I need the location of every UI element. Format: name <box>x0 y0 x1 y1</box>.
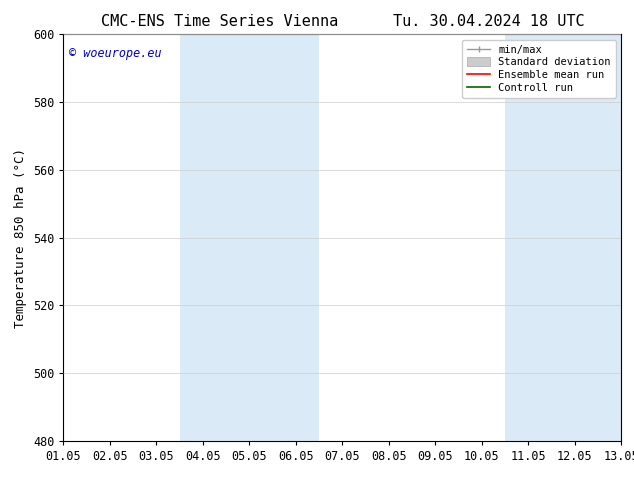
Y-axis label: Temperature 850 hPa (°C): Temperature 850 hPa (°C) <box>15 147 27 328</box>
Text: © woeurope.eu: © woeurope.eu <box>69 47 162 59</box>
Bar <box>505 34 634 441</box>
Bar <box>179 34 319 441</box>
Legend: min/max, Standard deviation, Ensemble mean run, Controll run: min/max, Standard deviation, Ensemble me… <box>462 40 616 98</box>
Title: CMC-ENS Time Series Vienna      Tu. 30.04.2024 18 UTC: CMC-ENS Time Series Vienna Tu. 30.04.202… <box>101 14 584 29</box>
